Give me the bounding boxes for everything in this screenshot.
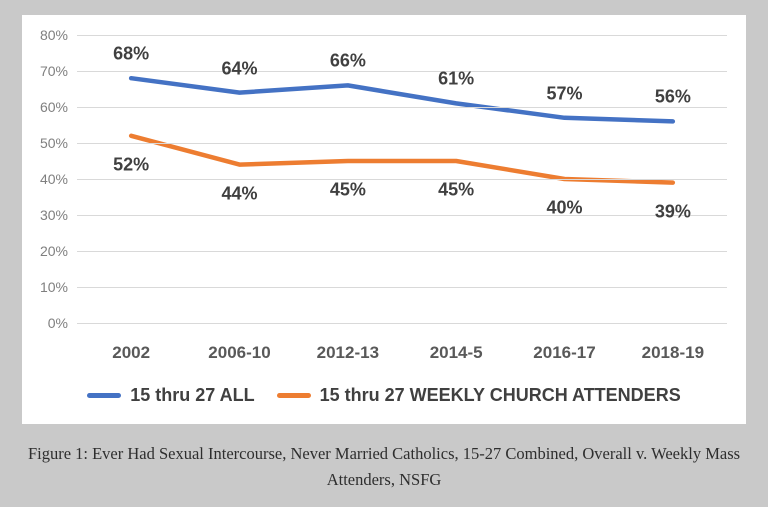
data-label-series1-2002: 52% (113, 154, 150, 175)
x-axis-tick-2006-10: 2006-10 (208, 343, 271, 362)
data-label-series0-2006-10: 64% (221, 58, 258, 79)
gridline-0% (77, 323, 727, 324)
legend-label-0: 15 thru 27 ALL (130, 384, 255, 405)
gridline-50% (77, 143, 727, 144)
figure-caption: Figure 1: Ever Had Sexual Intercourse, N… (0, 424, 768, 493)
x-axis-tick-2018-19: 2018-19 (641, 343, 705, 362)
chart-card: 80% 70% 60% 50% 40% 30% 20% 10% 0% 2002 2006-10 201… (22, 15, 746, 424)
data-label-series0-2018-19: 56% (654, 86, 691, 107)
chart-series-lines (128, 75, 676, 185)
legend-label-1: 15 thru 27 WEEKLY CHURCH ATTENDERS (319, 384, 681, 405)
series-line-0 (128, 75, 676, 124)
y-axis-tick-40%: 40% (39, 171, 68, 187)
x-axis-tick-2016-17: 2016-17 (533, 343, 596, 362)
data-label-series0-2012-13: 66% (329, 50, 366, 71)
x-axis-tick-2014-5: 2014-5 (429, 343, 483, 362)
gridline-60% (77, 107, 727, 108)
legend-item-0: 15 thru 27 ALL (87, 384, 255, 406)
gridline-80% (77, 35, 727, 36)
data-label-series1-2006-10: 44% (221, 183, 258, 204)
legend-line-swatch-icon (276, 392, 311, 398)
legend-line-swatch-icon (87, 392, 122, 398)
data-label-series1-2014-5: 45% (438, 179, 475, 200)
data-label-series1-2016-17: 40% (546, 197, 583, 218)
y-axis-tick-70%: 70% (39, 63, 68, 79)
x-axis-tick-2012-13: 2012-13 (316, 343, 380, 362)
y-axis-tick-10%: 10% (39, 279, 68, 295)
line-chart-plot-area: 80% 70% 60% 50% 40% 30% 20% 10% 0% 2002 2006-10 201… (22, 15, 746, 424)
y-axis-tick-80%: 80% (39, 27, 68, 43)
data-label-series0-2014-5: 61% (438, 68, 475, 89)
data-label-series0-2002: 68% (113, 43, 150, 64)
y-axis-tick-50%: 50% (39, 135, 68, 151)
data-label-series1-2018-19: 39% (654, 201, 691, 222)
data-label-series1-2012-13: 45% (329, 179, 366, 200)
figure-caption-line-1: Figure 1: Ever Had Sexual Intercourse, N… (27, 444, 741, 463)
y-axis-tick-30%: 30% (39, 207, 68, 223)
y-axis-tick-0%: 0% (47, 315, 68, 331)
gridline-40% (77, 179, 727, 180)
gridline-20% (77, 251, 727, 252)
gridline-70% (77, 71, 727, 72)
legend-item-1: 15 thru 27 WEEKLY CHURCH ATTENDERS (276, 384, 681, 406)
y-axis-tick-60%: 60% (39, 99, 68, 115)
gridline-30% (77, 215, 727, 216)
gridline-10% (77, 287, 727, 288)
x-axis-tick-2002: 2002 (112, 343, 151, 362)
y-axis-tick-20%: 20% (39, 243, 68, 259)
data-label-series0-2016-17: 57% (546, 83, 583, 104)
figure-caption-line-2: Attenders, NSFG (326, 470, 442, 489)
chart-legend: 15 thru 27 ALL 15 thru 27 WEEKLY CHURCH A… (22, 383, 746, 407)
